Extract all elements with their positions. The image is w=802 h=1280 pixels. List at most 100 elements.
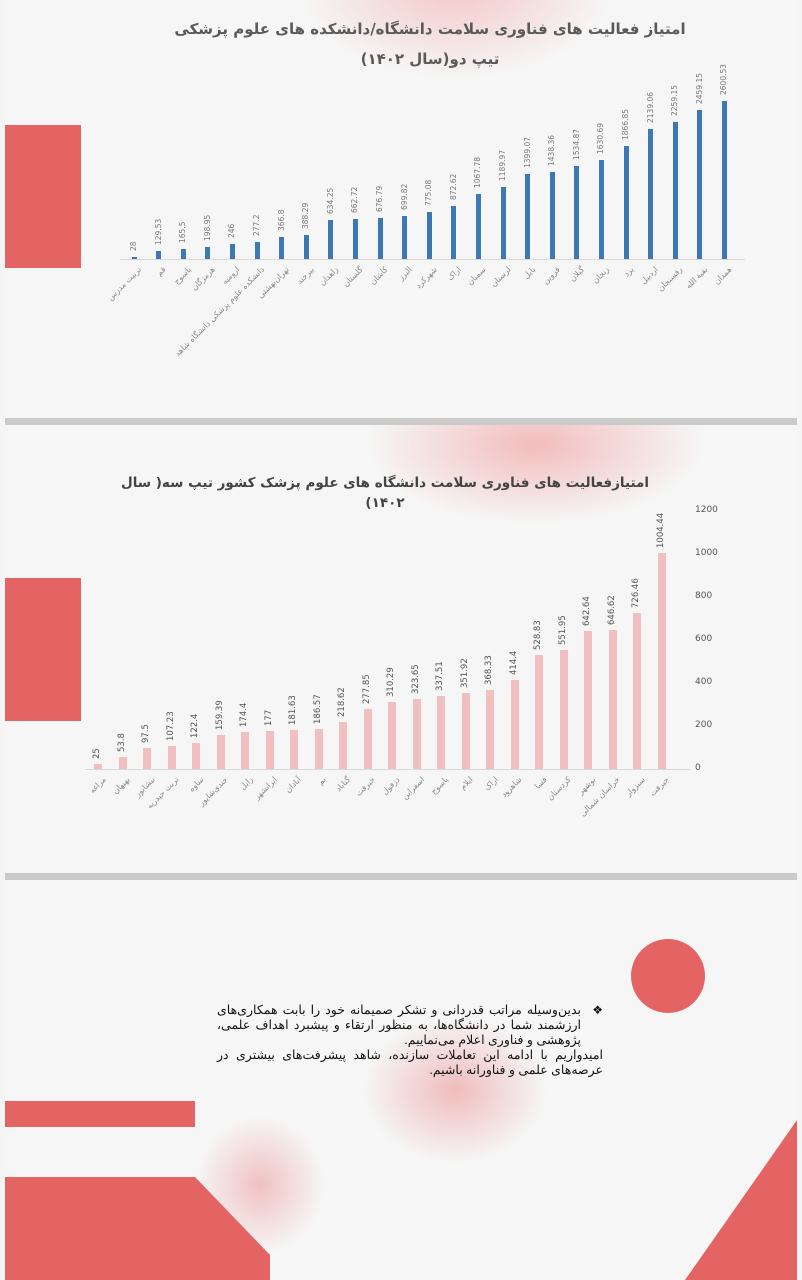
category-label: اردبیل	[639, 265, 660, 286]
data-label: 414.4	[508, 650, 519, 675]
data-label: 351.92	[459, 658, 470, 689]
data-label: 551.95	[557, 615, 568, 646]
bar	[437, 696, 445, 769]
bar	[402, 216, 408, 259]
chart2-title: امتیازفعالیت های فناوری سلامت دانشگاه ها…	[121, 475, 649, 511]
bar	[549, 171, 555, 259]
category-label: زابل	[237, 775, 255, 792]
category-label: بابل	[521, 265, 537, 281]
data-label: 186.57	[312, 694, 323, 724]
chart2-plot: 25 مراغه 53.8 بهبهان 97.5 نیشابور 107.23 تربت ح…	[5, 425, 797, 873]
bar	[118, 757, 127, 769]
y-axis-tick: 800	[695, 591, 713, 601]
bar	[156, 251, 162, 259]
category-label: کاشان	[367, 265, 390, 287]
data-label: 528.83	[533, 620, 543, 651]
data-label: 676.79	[375, 185, 384, 212]
data-label: 775.08	[424, 179, 434, 206]
data-label: 107.23	[165, 711, 176, 741]
bar	[216, 734, 225, 769]
bar	[500, 186, 506, 259]
thanks-bullet-text: بدین‌وسیله مراتب قدردانی و تشکر صمیمانه …	[217, 1003, 581, 1047]
category-label: البرز	[396, 265, 414, 283]
bar	[525, 173, 531, 259]
y-axis-tick: 1200	[695, 505, 718, 515]
category-label: لرستان	[488, 265, 513, 289]
data-label: 1189.97	[498, 149, 507, 181]
bar	[241, 731, 249, 769]
category-label: اراک	[482, 775, 500, 793]
category-label: بوشهر	[576, 775, 598, 797]
category-label: شهرکرد	[413, 265, 439, 291]
bar	[254, 242, 260, 259]
category-label: بقیة الله	[683, 265, 710, 291]
bar	[633, 612, 641, 769]
category-label: یاسوج	[429, 775, 451, 796]
bar	[559, 650, 568, 769]
bar	[229, 244, 235, 259]
data-label: 177	[263, 709, 274, 726]
category-label: هرمزگان	[189, 265, 218, 293]
data-label: 277.85	[361, 674, 372, 705]
chart1-title: امتیاز فعالیت های فناوری سلامت دانشگاه/د…	[65, 14, 795, 74]
bar	[363, 709, 372, 769]
bar	[388, 702, 396, 769]
category-label: دزفول	[380, 775, 402, 797]
x-axis-line	[85, 769, 690, 770]
category-label: اسفراین	[399, 775, 426, 802]
bar	[412, 699, 421, 769]
slide-divider	[5, 873, 797, 880]
data-label: 165.5	[178, 221, 188, 243]
data-label: 181.63	[288, 695, 298, 725]
data-label: 699.82	[399, 184, 409, 211]
bar	[167, 745, 176, 769]
category-label: ایرانشهر	[252, 775, 279, 802]
category-label: اراک	[445, 265, 464, 283]
data-label: 1534.87	[571, 128, 581, 160]
bar	[648, 129, 654, 259]
data-label: 218.62	[337, 687, 347, 717]
category-label: جیرفت	[353, 775, 377, 798]
y-axis-tick: 400	[695, 677, 713, 687]
data-label: 337.51	[435, 661, 445, 692]
bar	[94, 763, 102, 769]
bar	[608, 629, 617, 769]
bar	[697, 109, 703, 259]
data-label: 1630.69	[596, 122, 606, 154]
bar	[721, 101, 727, 259]
bar	[623, 145, 629, 259]
data-label: 388.29	[301, 203, 311, 230]
bar	[328, 220, 334, 259]
bar	[205, 246, 211, 259]
category-label: زنجان	[590, 265, 611, 286]
y-axis-tick: 1000	[695, 548, 718, 558]
bar	[303, 235, 309, 259]
decorative-red-circle	[631, 939, 705, 1013]
data-label: 726.46	[631, 578, 641, 608]
data-label: 1866.85	[621, 108, 630, 140]
bar	[131, 257, 137, 259]
data-label: 53.8	[116, 733, 127, 753]
category-label: همدان	[712, 265, 734, 287]
bar	[143, 748, 151, 769]
category-label: یزد	[621, 265, 636, 279]
bar	[426, 211, 432, 259]
diamond-bullet-icon: ❖	[592, 1003, 603, 1017]
category-label: قزوین	[540, 265, 562, 286]
data-label: 366.8	[276, 209, 286, 231]
bar	[279, 236, 285, 259]
category-label: جیرفت	[647, 775, 671, 798]
category-label: یاسوج	[171, 265, 193, 286]
decorative-red-block	[5, 125, 81, 268]
data-label: 662.72	[350, 186, 360, 213]
data-label: 277.2	[252, 214, 261, 237]
category-label: سمنان	[465, 265, 488, 287]
decorative-red-pentagon	[5, 1177, 270, 1280]
category-label: سبزوار	[623, 775, 647, 798]
bar	[339, 721, 347, 769]
slide-thanks: ❖ بدین‌وسیله مراتب قدردانی و تشکر صمیمان…	[5, 880, 797, 1280]
data-label: 1399.07	[522, 136, 532, 168]
decorative-red-bar	[5, 1101, 195, 1127]
bar	[535, 655, 543, 769]
y-axis-tick: 0	[695, 763, 701, 773]
